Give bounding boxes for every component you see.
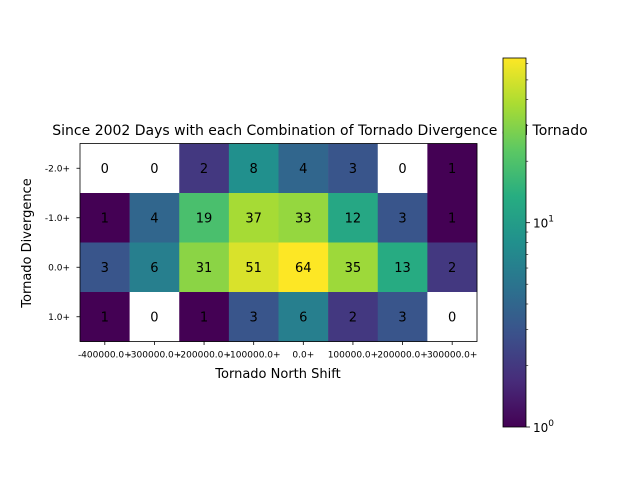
x-tick-label: 300000.0+ — [427, 351, 477, 361]
cell-value-label: 12 — [345, 211, 362, 226]
heatmap-cell — [80, 143, 130, 194]
heatmap-cell — [80, 242, 130, 293]
cell-value-label: 3 — [398, 310, 406, 325]
cell-value-label: 4 — [150, 211, 158, 226]
x-tick-label: 200000.0+ — [377, 351, 427, 361]
x-tick-label: -300000.0+ — [128, 351, 182, 361]
heatmap-cell — [80, 292, 130, 342]
x-axis-label: Tornado North Shift — [214, 367, 340, 382]
heatmap-cell — [377, 292, 428, 342]
heatmap-cell — [228, 292, 279, 342]
heatmap-cell — [179, 193, 230, 243]
cell-value-label: 6 — [150, 261, 158, 276]
cell-value-label: 19 — [196, 211, 213, 226]
heatmap-cell — [328, 143, 379, 194]
y-axis-ticks: -2.0+ -1.0+ 0.0+ 1.0+ — [45, 164, 80, 323]
cell-value-label: 2 — [200, 162, 208, 177]
y-tick-label: -2.0+ — [45, 164, 70, 174]
y-tick-label: 0.0+ — [48, 263, 70, 273]
cell-value-label: 37 — [245, 211, 262, 226]
x-tick-label: 0.0+ — [292, 351, 314, 361]
heatmap-cell — [328, 292, 379, 342]
cell-value-label: 0 — [150, 162, 158, 177]
cell-value-label: 1 — [448, 211, 456, 226]
heatmap-cell — [179, 143, 230, 194]
y-tick-label: -1.0+ — [45, 214, 70, 224]
plot-frame — [79, 143, 478, 342]
cell-value-label: 1 — [101, 211, 109, 226]
heatmap-cell — [377, 143, 428, 194]
heatmap-cell — [427, 143, 478, 194]
cell-value-label: 13 — [394, 261, 411, 276]
cell-value-label: 33 — [295, 211, 312, 226]
cell-value-label: 8 — [250, 162, 258, 177]
heatmap-cell — [129, 143, 180, 194]
heatmap-cell — [427, 242, 478, 293]
heatmap-cell — [179, 242, 230, 293]
cell-value-label: 51 — [245, 261, 262, 276]
cell-value-labels: 0 0 2 8 4 3 0 11 4 19 37 33 12 3 13 6 31 51 64 35 13 21 0 1 3 6 2 3… — [101, 162, 457, 326]
cell-value-label: 35 — [345, 261, 362, 276]
heatmap-cell — [427, 193, 478, 243]
cell-value-label: 1 — [101, 310, 109, 325]
cell-value-label: 1 — [448, 162, 456, 177]
cell-value-label: 6 — [299, 310, 307, 325]
cell-value-label: 31 — [196, 261, 213, 276]
cell-value-label: 2 — [349, 310, 357, 325]
heatmap-cell — [278, 193, 329, 243]
cell-value-label: 0 — [150, 310, 158, 325]
heatmap-cell — [228, 242, 279, 293]
heatmap-cell — [377, 193, 428, 243]
x-tick-label: -100000.0+ — [227, 351, 281, 361]
heatmap-cell — [278, 292, 329, 342]
heatmap-cell — [179, 292, 230, 342]
heatmap-cell — [80, 193, 130, 243]
cell-value-label: 1 — [200, 310, 208, 325]
heatmap-cell — [328, 242, 379, 293]
x-tick-label: 100000.0+ — [328, 351, 378, 361]
heatmap-cell — [228, 193, 279, 243]
heatmap-cell — [328, 193, 379, 243]
cell-value-label: 0 — [398, 162, 406, 177]
cell-value-label: 3 — [398, 211, 406, 226]
cell-value-label: 0 — [448, 310, 456, 325]
chart-title: Since 2002 Days with each Combination of… — [52, 123, 587, 139]
cell-value-label: 0 — [101, 162, 109, 177]
heatmap-cell — [278, 143, 329, 194]
x-tick-label: -400000.0+ — [78, 351, 132, 361]
heatmap-cell — [129, 242, 180, 293]
y-tick-label: 1.0+ — [48, 313, 70, 323]
colorbar — [502, 57, 527, 428]
y-axis-label: Tornado Divergence — [20, 178, 35, 308]
colorbar-ticks: 100 101 — [526, 63, 554, 435]
heatmap-cell — [228, 143, 279, 194]
x-tick-label: -200000.0+ — [177, 351, 231, 361]
heatmap-cells — [80, 143, 478, 342]
colorbar-tick-label: 100 — [533, 419, 554, 435]
heatmap-cell — [427, 292, 478, 342]
cell-value-label: 4 — [299, 162, 307, 177]
cell-value-label: 64 — [295, 261, 312, 276]
cell-value-label: 3 — [349, 162, 357, 177]
cell-value-label: 3 — [101, 261, 109, 276]
heatmap-cell — [129, 193, 180, 243]
heatmap-cell — [129, 292, 180, 342]
cell-value-label: 2 — [448, 261, 456, 276]
cell-value-label: 3 — [250, 310, 258, 325]
x-axis-ticks: -400000.0+-300000.0+-200000.0+-100000.0+… — [78, 341, 477, 361]
colorbar-tick-label: 101 — [533, 215, 554, 231]
heatmap-cell — [377, 242, 428, 293]
heatmap-cell — [278, 242, 329, 293]
